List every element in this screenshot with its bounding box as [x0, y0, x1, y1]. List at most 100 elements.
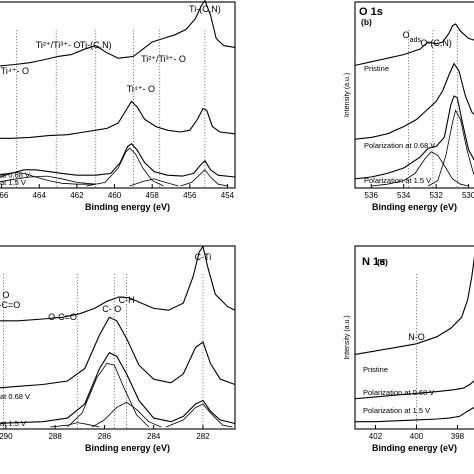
x-axis-label: Binding energy (eV)	[85, 443, 170, 453]
series-line	[354, 256, 474, 355]
annotation-text: Ti-(C,N)	[80, 40, 112, 50]
annotation-text: O-C=O	[48, 312, 77, 322]
series-line	[129, 178, 179, 187]
x-tick-label: 536	[365, 191, 379, 200]
series-line	[0, 351, 236, 425]
x-tick-label: 398	[451, 432, 465, 441]
plot-frame	[354, 245, 474, 430]
peak-annotation: O-(C,N)	[420, 38, 452, 48]
trace-label: at 1.5 V	[0, 178, 26, 187]
annotation-subscript: ads	[410, 37, 422, 44]
y-axis-label: Intensity (a.u.)	[344, 315, 351, 359]
peak-annotation: Ti⁴⁺- O	[1, 66, 29, 76]
series-line	[371, 151, 469, 187]
x-tick-label: 400	[410, 432, 424, 441]
peak-annotation: N-O	[408, 332, 425, 342]
series-line	[180, 169, 228, 187]
series-line	[86, 147, 164, 187]
series-line	[0, 245, 236, 322]
y-axis-label: Intensity (a.u.)	[344, 73, 351, 117]
trace-label: at 1.5 V	[0, 419, 26, 428]
peak-annotation: C-H	[119, 295, 135, 305]
annotation-text: C-H	[119, 295, 135, 305]
panel-letter: (b)	[361, 17, 372, 27]
series-line	[67, 362, 150, 428]
x-tick-label: 282	[196, 432, 210, 441]
x-tick-label: 458	[146, 191, 160, 200]
trace-label: Polarization at 0.68 V	[363, 388, 434, 397]
series-line	[0, 100, 236, 139]
peak-annotation: Ti²⁺/Ti³⁺- O	[141, 54, 186, 64]
annotation-text: C-Ti	[195, 252, 212, 262]
x-tick-label: 532	[429, 191, 443, 200]
x-axis-label: Binding energy (eV)	[85, 202, 170, 212]
x-tick-label: 466	[0, 191, 9, 200]
peak-annotation: Oads	[403, 30, 422, 44]
panel-title: N 1s	[362, 256, 385, 268]
x-axis-label: Binding energy (eV)	[372, 443, 457, 453]
series-line	[427, 109, 474, 187]
annotation-text: O	[2, 290, 9, 300]
x-tick-label: 464	[33, 191, 47, 200]
x-tick-label: 456	[183, 191, 197, 200]
x-tick-label: 454	[221, 191, 235, 200]
series-line	[355, 406, 474, 423]
series-line	[354, 23, 474, 66]
x-tick-label: 290	[0, 432, 13, 441]
panel-o-1s: 536 534 532 530 Binding energy (eV) Intensity…	[344, 1, 474, 212]
x-tick-label: 286	[98, 432, 112, 441]
series-line	[165, 403, 233, 428]
annotation-text: Ti⁴⁺- O	[1, 66, 29, 76]
trace-label: at 0.68 V	[0, 171, 30, 180]
annotation-text: Ti²⁺/Ti³⁺- O	[141, 54, 186, 64]
x-tick-label: 402	[369, 432, 383, 441]
x-tick-label: 460	[108, 191, 122, 200]
peak-annotation: C-Ti	[195, 252, 212, 262]
panel-c-1s: 290 288 286 284 282 Binding energy (eV) at 0.6…	[0, 245, 236, 453]
trace-label: at 0.68 V	[0, 392, 30, 401]
x-tick-label: 462	[70, 191, 84, 200]
peak-annotation: Ti-(C,N)	[80, 40, 112, 50]
trace-label: Polarization at 1.5 V	[363, 406, 430, 415]
series-line	[0, 0, 236, 67]
panel-letter: (d)	[377, 257, 388, 267]
peak-annotation: O-C=O	[0, 300, 20, 310]
trace-label: Pristine	[363, 365, 388, 374]
x-tick-label: 530	[462, 191, 474, 200]
peak-annotation: Ti-(C,N)	[189, 4, 221, 14]
series-line	[0, 142, 236, 178]
annotation-text: O-(C,N)	[420, 38, 452, 48]
series-line	[91, 401, 162, 428]
series-line	[0, 175, 96, 185]
panel-title: O 1s	[359, 6, 383, 18]
series-line	[354, 95, 474, 180]
peak-annotation: O-C=O	[48, 312, 77, 322]
trace-label: Polarization at 0.68 V	[364, 141, 435, 150]
trace-label: Pristine	[364, 64, 389, 73]
peak-annotation: O	[2, 290, 9, 300]
series-line	[0, 316, 236, 389]
plot-frame	[0, 245, 236, 430]
peak-annotation: C- O	[102, 304, 121, 314]
trace-label: Polarization at 1.5 V	[364, 176, 431, 185]
annotation-text: Ti-(C,N)	[189, 4, 221, 14]
annotation-text: N-O	[408, 332, 425, 342]
plot-frame	[0, 1, 236, 189]
panel-ti-2p: 466 464 462 460 458 456 454 Binding energy (eV)…	[0, 0, 236, 212]
peak-annotation: Ti²⁺/Ti³⁺- O	[36, 40, 81, 50]
annotation-text: C- O	[102, 304, 121, 314]
plot-frame	[354, 1, 474, 189]
annotation-text: O	[403, 30, 410, 40]
x-tick-label: 288	[48, 432, 62, 441]
x-tick-label: 534	[397, 191, 411, 200]
annotation-text: O-C=O	[0, 300, 20, 310]
annotation-text: Ti⁴⁺- O	[127, 84, 155, 94]
x-axis-label: Binding energy (eV)	[372, 202, 457, 212]
series-line	[354, 380, 474, 400]
series-line	[50, 422, 100, 428]
panel-n-1s: 402 400 398 Binding energy (eV) Intensity (a…	[344, 245, 474, 453]
peak-annotation: Ti⁴⁺- O	[127, 84, 155, 94]
annotation-text: Ti²⁺/Ti³⁺- O	[36, 40, 81, 50]
x-tick-label: 284	[147, 432, 161, 441]
